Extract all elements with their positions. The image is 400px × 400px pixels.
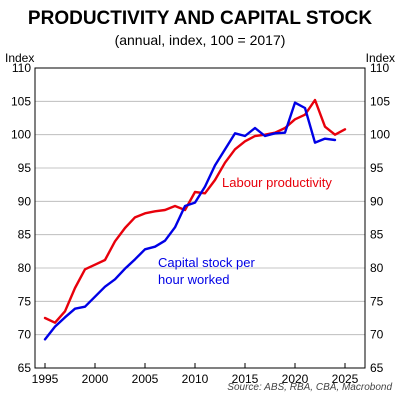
y-axis-label-right: Index [366, 51, 395, 65]
y-tick-label-left: 65 [18, 361, 32, 375]
grid [35, 100, 365, 336]
chart-title: PRODUCTIVITY AND CAPITAL STOCK [28, 8, 372, 29]
x-tick-label: 1995 [32, 372, 59, 386]
y-tick-label-right: 85 [370, 228, 384, 242]
y-tick-label-right: 70 [370, 328, 384, 342]
annotation-capital-stock-line1: Capital stock per [158, 255, 255, 270]
source-note: Source: ABS, RBA, CBA, Macrobond [227, 382, 392, 393]
y-tick-label-left: 90 [18, 194, 32, 208]
series-lines [43, 98, 347, 341]
y-tick-label-left: 85 [18, 228, 32, 242]
annotation-labour-productivity: Labour productivity [222, 175, 332, 190]
y-tick-label-right: 90 [370, 194, 384, 208]
y-tick-label-right: 65 [370, 361, 384, 375]
series-line-capital-stock [43, 101, 337, 341]
y-tick-label-left: 100 [11, 128, 31, 142]
x-tick-label: 2005 [132, 372, 159, 386]
y-tick-label-right: 80 [370, 261, 384, 275]
x-tick-label: 2000 [82, 372, 109, 386]
y-tick-label-left: 105 [11, 94, 31, 108]
x-tick-label: 2010 [182, 372, 209, 386]
y-tick-label-left: 75 [18, 294, 32, 308]
y-tick-label-right: 105 [370, 94, 390, 108]
plot-area-border [34, 67, 366, 369]
chart-subtitle: (annual, index, 100 = 2017) [115, 32, 286, 48]
y-axis-label-left: Index [5, 51, 34, 65]
y-tick-label-right: 110 [370, 61, 389, 75]
y-tick-label-left: 70 [18, 328, 32, 342]
y-tick-label-left: 80 [18, 261, 32, 275]
x-tick-label: 2015 [232, 372, 259, 386]
y-tick-label-right: 100 [370, 128, 390, 142]
axis-ticks: 65 65 70 70 75 75 80 80 85 85 90 90 95 95 100 100 105 105… [11, 61, 390, 386]
x-tick-label: 2020 [282, 372, 309, 386]
annotation-capital-stock-line2: hour worked [158, 272, 230, 287]
x-tick-label: 2025 [332, 372, 359, 386]
y-tick-label-left: 95 [18, 161, 32, 175]
y-tick-label-left: 110 [12, 61, 31, 75]
y-tick-label-right: 75 [370, 294, 384, 308]
series-line-labour-productivity [43, 98, 347, 324]
y-tick-label-right: 95 [370, 161, 384, 175]
